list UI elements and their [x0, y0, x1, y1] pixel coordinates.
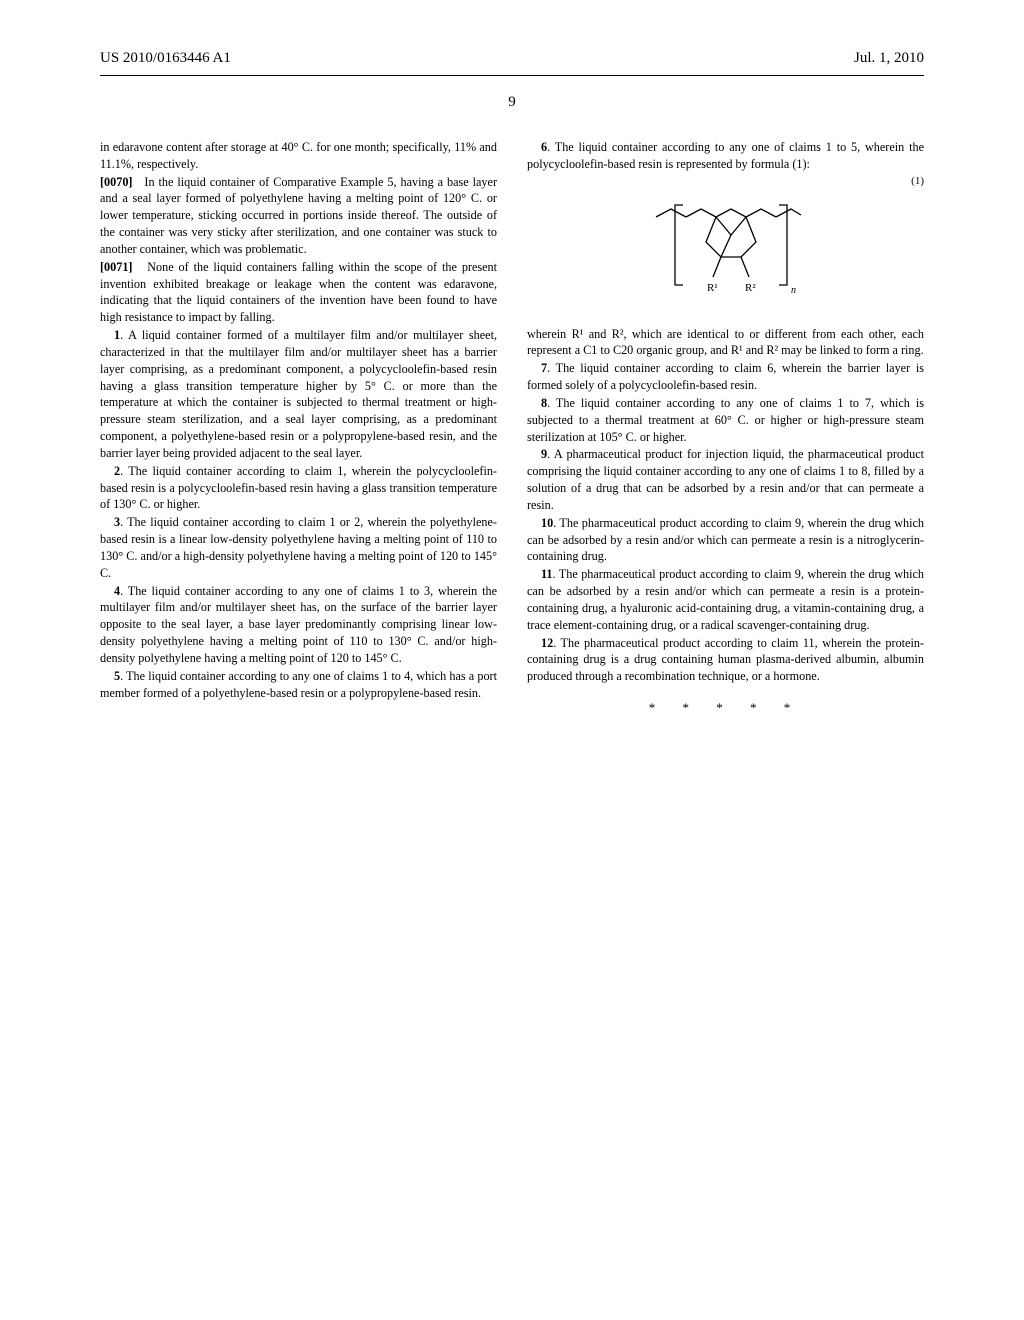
claim-num: 11: [541, 567, 553, 581]
claim-text: . A liquid container formed of a multila…: [100, 328, 497, 460]
claim-8: 8. The liquid container according to any…: [527, 395, 924, 445]
paragraph-0071: [0071] None of the liquid containers fal…: [100, 259, 497, 326]
formula-r1: R¹: [707, 282, 718, 294]
end-asterisks: * * * * *: [527, 699, 924, 717]
formula-n: n: [791, 285, 796, 296]
header-divider: [100, 75, 924, 76]
claim-2: 2. The liquid container according to cla…: [100, 463, 497, 513]
para-text: In the liquid container of Comparative E…: [100, 175, 497, 256]
claim-text: . A pharmaceutical product for injection…: [527, 447, 924, 511]
claim-text: . The liquid container according to any …: [100, 584, 497, 665]
page-header: US 2010/0163446 A1 Jul. 1, 2010: [100, 50, 924, 67]
claim-text: . The liquid container according to any …: [527, 140, 924, 171]
formula-r2: R²: [745, 282, 756, 294]
claim-text: . The pharmaceutical product according t…: [527, 636, 924, 684]
claim-text: . The liquid container according to clai…: [100, 515, 497, 579]
left-column: in edaravone content after storage at 40…: [100, 139, 497, 717]
para-number: [0070]: [100, 175, 133, 189]
paragraph-0070: [0070] In the liquid container of Compar…: [100, 174, 497, 258]
claim-11: 11. The pharmaceutical product according…: [527, 566, 924, 633]
claim-6-continuation: wherein R¹ and R², which are identical t…: [527, 326, 924, 360]
claim-text: . The liquid container according to any …: [527, 396, 924, 444]
claim-4: 4. The liquid container according to any…: [100, 583, 497, 667]
claim-9: 9. A pharmaceutical product for injectio…: [527, 446, 924, 513]
continuation-text: in edaravone content after storage at 40…: [100, 139, 497, 173]
claim-10: 10. The pharmaceutical product according…: [527, 515, 924, 565]
publication-date: Jul. 1, 2010: [854, 50, 924, 67]
claim-text: . The liquid container according to clai…: [527, 361, 924, 392]
page-number: 9: [100, 94, 924, 111]
claim-text: . The liquid container according to clai…: [100, 464, 497, 512]
claim-text: . The pharmaceutical product according t…: [527, 516, 924, 564]
claim-1: 1. A liquid container formed of a multil…: [100, 327, 497, 462]
two-column-layout: in edaravone content after storage at 40…: [100, 139, 924, 717]
chemical-formula: R¹ R² n: [527, 197, 924, 312]
claim-5: 5. The liquid container according to any…: [100, 668, 497, 702]
claim-text: . The liquid container according to any …: [100, 669, 497, 700]
claim-12: 12. The pharmaceutical product according…: [527, 635, 924, 685]
claim-6: 6. The liquid container according to any…: [527, 139, 924, 173]
right-column: 6. The liquid container according to any…: [527, 139, 924, 717]
claim-7: 7. The liquid container according to cla…: [527, 360, 924, 394]
claim-num: 12: [541, 636, 553, 650]
formula-label: (1): [527, 174, 924, 189]
patent-page: US 2010/0163446 A1 Jul. 1, 2010 9 in eda…: [0, 0, 1024, 1320]
claim-text: . The pharmaceutical product according t…: [527, 567, 924, 631]
claim-num: 10: [541, 516, 553, 530]
formula-svg: R¹ R² n: [641, 197, 811, 307]
claim-3: 3. The liquid container according to cla…: [100, 514, 497, 581]
patent-number: US 2010/0163446 A1: [100, 50, 231, 67]
para-text: None of the liquid containers falling wi…: [100, 260, 497, 324]
para-number: [0071]: [100, 260, 133, 274]
